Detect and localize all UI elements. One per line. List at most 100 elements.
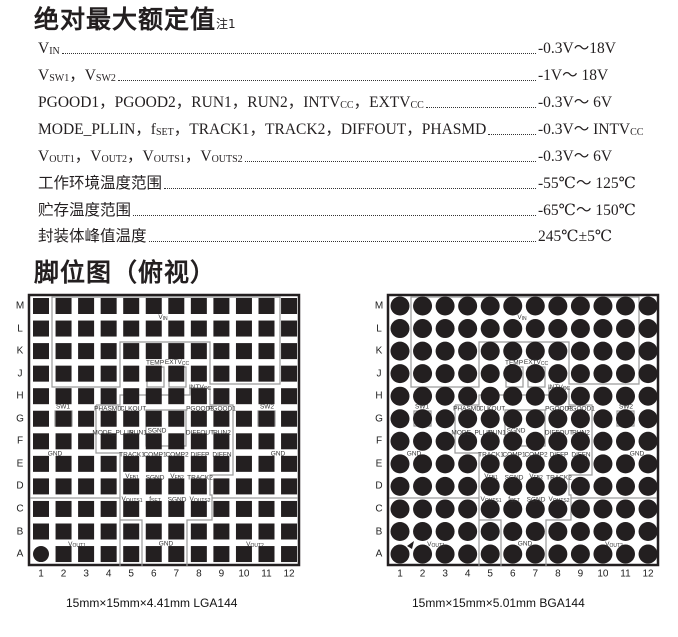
pad-E7	[168, 455, 185, 472]
pin-label: PGOOD1	[208, 406, 236, 413]
pad-G6	[145, 410, 162, 427]
text-segment: ，V	[127, 148, 154, 165]
pad-C5	[480, 499, 500, 519]
pad-K5	[480, 341, 500, 361]
pad-E2	[413, 454, 433, 474]
pin-label: PGOOD1	[567, 406, 595, 413]
text-segment: DIFFOUT	[544, 429, 574, 437]
pad-K5	[123, 343, 140, 360]
subscript: OUTS2	[193, 498, 211, 504]
text-segment: -0.3V～ INTV	[538, 121, 631, 138]
rating-parameter: VIN	[38, 40, 60, 58]
text-segment: V	[38, 148, 50, 165]
pad-A6	[503, 544, 523, 564]
pad-F5	[480, 431, 500, 451]
column-label: 12	[283, 568, 295, 580]
pad-G12	[638, 409, 658, 429]
pad-M8	[548, 296, 568, 316]
text-segment: COMP2	[165, 451, 189, 459]
column-label: 7	[173, 568, 180, 580]
text-segment: TRACK1	[478, 451, 504, 459]
pin-label: GND	[159, 541, 173, 548]
text-segment: V	[170, 473, 175, 480]
pad-F6	[145, 433, 162, 450]
pad-H5	[480, 386, 500, 406]
pad-K1	[390, 341, 410, 361]
row-label: J	[17, 368, 23, 380]
pad-K6	[503, 341, 523, 361]
pad-K10	[235, 343, 252, 360]
pad-B1	[390, 522, 410, 541]
pin-label: MODE_PLLIN	[451, 430, 492, 437]
pad-C4	[100, 500, 117, 517]
pad-H11	[258, 388, 275, 405]
pin-label: GND	[518, 541, 532, 548]
pad-H6	[503, 386, 523, 406]
pin-label: DIFFOUT	[186, 430, 214, 437]
pad-J8	[190, 365, 207, 382]
pad-E6	[503, 454, 523, 474]
pad-D4	[100, 478, 117, 495]
row-label: M	[15, 300, 25, 312]
text-segment: DIFFOUT	[185, 429, 215, 437]
pad-D7	[168, 478, 185, 495]
subscript: SW1	[49, 73, 70, 84]
text-segment: DIFFP	[549, 451, 569, 459]
text-segment: DIFFN	[571, 451, 591, 459]
pad-H6	[145, 388, 162, 405]
text-segment: V	[38, 67, 50, 84]
pad-L9	[570, 319, 590, 339]
pad-F4	[458, 431, 478, 451]
subscript: IN	[521, 316, 527, 322]
text-segment: EXTV	[523, 359, 541, 366]
column-label: 2	[60, 568, 67, 580]
rating-parameter: PGOOD1，PGOOD2，RUN1，RUN2，INTVCC，EXTVCC	[38, 90, 424, 112]
column-label: 3	[83, 568, 89, 580]
text-segment: ，V	[184, 148, 212, 165]
pin-label: COMP2	[165, 452, 188, 459]
pad-L3	[435, 319, 455, 339]
column-label: 10	[597, 568, 609, 580]
pin-label: TRACK1	[478, 452, 504, 459]
text-segment: PHASMD	[453, 405, 481, 413]
pad-H1	[33, 388, 49, 405]
text-segment: SW2	[259, 403, 275, 411]
column-label: 11	[620, 568, 631, 580]
text-segment: SGND	[504, 474, 524, 482]
pad-C10	[593, 499, 613, 519]
pad-E12	[638, 454, 658, 474]
pad-A7	[168, 546, 185, 563]
pad-G12	[281, 410, 298, 427]
pad-K7	[168, 343, 185, 360]
subscript: SET	[155, 127, 174, 138]
pad-F12	[281, 433, 298, 450]
pin-label: CLKOUT	[120, 406, 146, 413]
pad-M4	[100, 298, 117, 314]
text-segment: V	[548, 496, 553, 503]
pad-H8	[548, 386, 568, 406]
pad-M7	[168, 298, 185, 314]
pin-label: DIFFN	[571, 452, 590, 459]
pin-label: VOUTS1	[480, 496, 501, 504]
pad-G2	[55, 410, 72, 427]
row-label: E	[375, 458, 383, 470]
pad-E1	[390, 454, 410, 474]
text-segment: 封装体峰值温度	[38, 228, 147, 245]
pad-L2	[413, 319, 433, 339]
text-segment: f	[508, 496, 511, 503]
pad-L9	[213, 320, 230, 337]
pin-label: SGND	[527, 497, 546, 504]
pin-label: VOUTS1	[121, 496, 142, 504]
pad-M1	[33, 298, 49, 314]
rating-value: -0.3V～18V	[538, 36, 652, 58]
package-outline	[386, 293, 660, 567]
pad-E6	[145, 455, 162, 472]
pad-K3	[78, 343, 95, 360]
pad-K4	[100, 343, 117, 360]
pin-label: EXTVCC	[165, 359, 189, 367]
rating-value: -65℃～ 150℃	[538, 198, 652, 220]
subscript: OUT1	[49, 154, 75, 165]
pin-label: VFB2	[529, 473, 543, 481]
